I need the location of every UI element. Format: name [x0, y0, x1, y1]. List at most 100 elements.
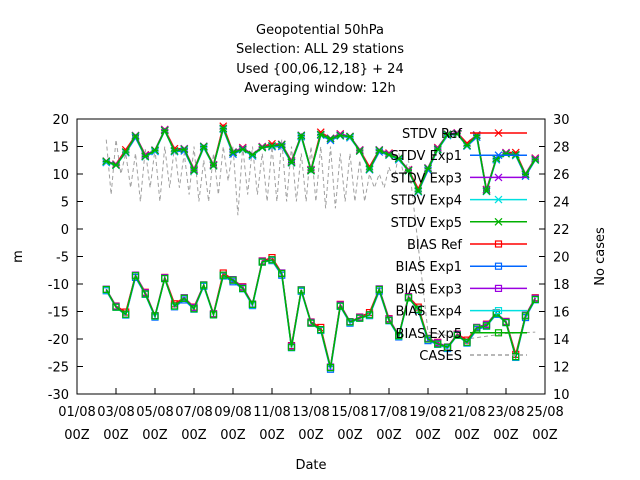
stdv-point	[316, 130, 325, 139]
legend-marker	[494, 151, 503, 160]
y2-tick-label: 18	[553, 278, 570, 293]
stdv-point	[160, 126, 169, 135]
stdv-point	[131, 132, 140, 140]
x-tick-label-hour: 00Z	[259, 428, 285, 443]
bias-point	[180, 294, 188, 302]
bias-line	[105, 259, 536, 368]
bias-point	[414, 305, 422, 313]
bias-point	[287, 343, 296, 351]
x-tick-label-date: 05/08	[136, 405, 173, 420]
y2-tick-label: 12	[553, 361, 570, 376]
title-line-1: Geopotential 50hPa	[256, 23, 384, 38]
stdv-point	[190, 166, 198, 175]
x-tick-label-hour: 00Z	[103, 428, 129, 443]
bias-point	[239, 284, 247, 292]
legend-item: CASES	[419, 349, 527, 364]
y-tick-label: 20	[52, 113, 69, 128]
cases-series	[105, 139, 536, 340]
y2-tick-label: 30	[553, 113, 570, 128]
stdv-point	[355, 146, 364, 155]
y2-tick-label: 22	[553, 223, 570, 238]
stdv-point	[443, 130, 452, 139]
bias-point	[170, 302, 179, 310]
y2-tick-label: 10	[553, 388, 570, 403]
legend-marker	[494, 240, 503, 248]
legend-label: BIAS Exp3	[396, 282, 462, 297]
bias-point	[502, 318, 510, 327]
y-tick-label: -20	[48, 333, 69, 348]
x-tick-label-hour: 00Z	[220, 428, 246, 443]
legend-item: BIAS Exp5	[396, 327, 527, 342]
y-tick-label: 0	[61, 223, 69, 238]
legend-item: BIAS Exp1	[396, 260, 527, 275]
x-tick-label-hour: 00Z	[337, 428, 363, 443]
stdv-point	[463, 141, 471, 150]
x-tick-label-hour: 00Z	[142, 428, 168, 443]
bias-point	[102, 285, 110, 294]
y-tick-label: 10	[52, 168, 69, 183]
legend-item: STDV Exp1	[391, 149, 527, 164]
y-axis-label: m	[11, 250, 26, 263]
bias-point	[268, 256, 276, 264]
title-line-2: Selection: ALL 29 stations	[236, 42, 404, 57]
bias-point	[443, 343, 452, 351]
legend-label: STDV Exp1	[391, 149, 462, 164]
stdv-series	[102, 124, 540, 195]
x-tick-label-date: 13/08	[292, 405, 329, 420]
stdv-point	[531, 155, 540, 164]
bias-point	[297, 286, 305, 294]
stdv-point	[404, 166, 413, 175]
x-tick-label-hour: 00Z	[415, 428, 441, 443]
x-tick-label-hour: 00Z	[532, 428, 558, 443]
bias-point	[200, 281, 208, 289]
bias-point	[307, 319, 315, 327]
axis-ticks: -30 -25 -20 -15 -10 -5 0 5 10 15 20 10 12 14 16 18 20 22 2…	[48, 113, 570, 443]
legend-label: STDV Ref	[402, 127, 462, 142]
x-tick-label-date: 19/08	[409, 405, 446, 420]
x-tick-label-date: 25/08	[526, 405, 563, 420]
title-line-3: Used {00,06,12,18} + 24	[236, 62, 403, 77]
cases-line	[105, 139, 536, 340]
y2-tick-label: 14	[553, 333, 570, 348]
y2-tick-label: 16	[553, 306, 570, 321]
x-tick-label-date: 17/08	[370, 405, 407, 420]
bias-point	[512, 353, 520, 361]
bias-point	[453, 331, 461, 339]
stdv-point	[209, 161, 218, 170]
legend-item: STDV Exp4	[391, 194, 527, 209]
x-tick-label-date: 23/08	[487, 405, 524, 420]
stdv-point	[287, 158, 296, 167]
stdv-point	[219, 124, 228, 133]
bias-point	[473, 324, 481, 332]
legend: STDV Ref STDV Exp1 STDV Exp3 STDV Exp4 STDV …	[391, 127, 527, 364]
stdv-point	[268, 142, 276, 150]
stdv-point	[492, 154, 501, 163]
bias-point	[151, 312, 159, 320]
bias-point	[336, 302, 344, 310]
x-tick-label-hour: 00Z	[493, 428, 519, 443]
stdv-point	[151, 146, 159, 155]
bias-point	[404, 294, 413, 302]
stdv-point	[199, 142, 208, 151]
stdv-point	[238, 145, 247, 154]
x-tick-label-date: 09/08	[214, 405, 251, 420]
bias-point	[122, 310, 130, 318]
stdv-point	[414, 187, 423, 195]
bias-point	[482, 322, 491, 330]
bias-point	[365, 311, 374, 319]
legend-item: BIAS Exp3	[396, 282, 527, 297]
x-tick-label-hour: 00Z	[64, 428, 90, 443]
stdv-point	[258, 143, 267, 152]
legend-item: BIAS Exp4	[396, 305, 527, 320]
bias-point	[248, 300, 257, 308]
y2-tick-label: 28	[553, 141, 570, 156]
bias-point	[209, 311, 218, 319]
bias-point	[434, 340, 442, 348]
legend-label: STDV Exp5	[391, 216, 462, 231]
bias-point	[258, 258, 266, 266]
stdv-point	[336, 131, 345, 140]
stdv-point	[141, 152, 150, 161]
stdv-point	[531, 154, 540, 163]
bias-line	[105, 259, 536, 370]
